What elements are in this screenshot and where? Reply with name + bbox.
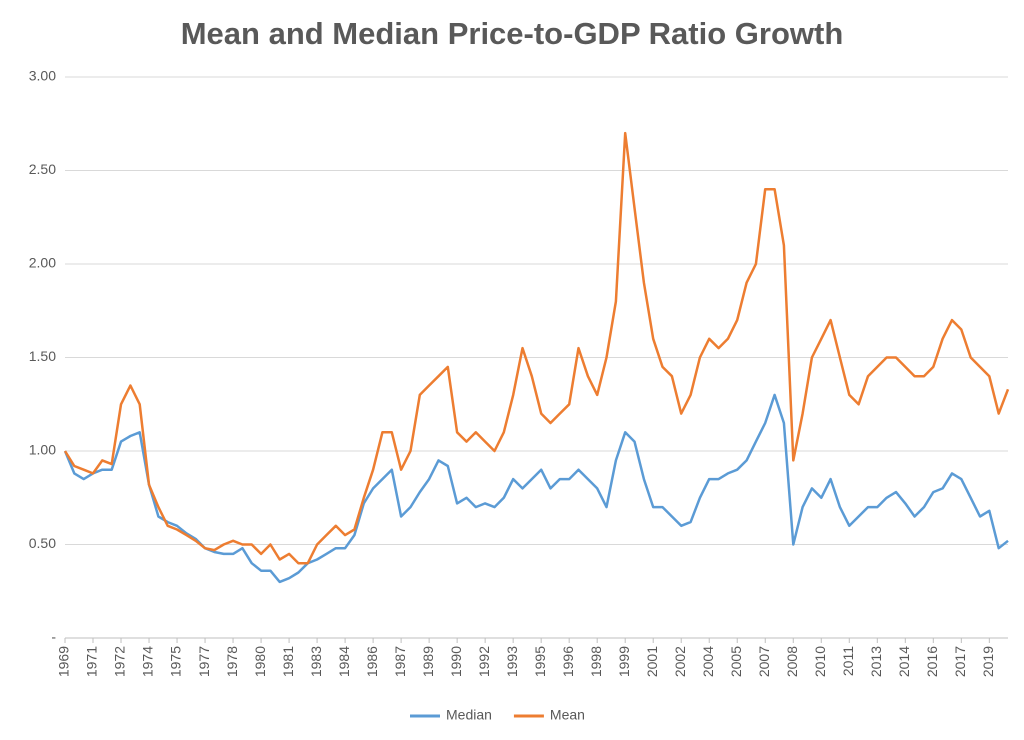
x-tick-label: 1993 bbox=[504, 646, 520, 677]
y-tick-label: - bbox=[51, 629, 56, 645]
x-tick-label: 2019 bbox=[980, 646, 996, 677]
series-line bbox=[63, 131, 1010, 565]
legend-label: Mean bbox=[550, 707, 585, 723]
x-tick-label: 2016 bbox=[924, 646, 940, 677]
x-tick-label: 2014 bbox=[896, 646, 912, 677]
x-tick-label: 1971 bbox=[84, 646, 100, 677]
y-tick-label: 1.50 bbox=[29, 348, 56, 364]
x-tick-label: 1998 bbox=[588, 646, 604, 677]
y-tick-label: 2.00 bbox=[29, 255, 56, 271]
y-tick-label: 2.50 bbox=[29, 161, 56, 177]
x-tick-label: 1996 bbox=[560, 646, 576, 677]
x-tick-label: 1986 bbox=[364, 646, 380, 677]
x-tick-label: 1977 bbox=[196, 646, 212, 677]
x-tick-label: 2008 bbox=[784, 646, 800, 677]
x-tick-label: 2017 bbox=[952, 646, 968, 677]
x-tick-label: 1975 bbox=[168, 646, 184, 677]
y-tick-label: 3.00 bbox=[29, 68, 56, 84]
x-tick-label: 1974 bbox=[140, 646, 156, 677]
legend-label: Median bbox=[446, 707, 492, 723]
x-tick-label: 2002 bbox=[672, 646, 688, 677]
x-tick-label: 2005 bbox=[728, 646, 744, 677]
x-tick-label: 1999 bbox=[616, 646, 632, 677]
y-tick-label: 0.50 bbox=[29, 535, 56, 551]
x-tick-label: 2001 bbox=[644, 646, 660, 677]
x-tick-label: 2007 bbox=[756, 646, 772, 677]
x-tick-label: 2004 bbox=[700, 646, 716, 677]
x-tick-label: 1992 bbox=[476, 646, 492, 677]
x-tick-label: 1990 bbox=[448, 646, 464, 677]
x-tick-label: 1984 bbox=[336, 646, 352, 677]
x-tick-label: 2013 bbox=[868, 646, 884, 677]
x-tick-label: 2010 bbox=[812, 646, 828, 677]
chart-title: Mean and Median Price-to-GDP Ratio Growt… bbox=[181, 16, 844, 51]
y-tick-label: 1.00 bbox=[29, 442, 56, 458]
x-tick-label: 1995 bbox=[532, 646, 548, 677]
x-tick-label: 2011 bbox=[840, 646, 856, 676]
x-tick-label: 1972 bbox=[112, 646, 128, 677]
x-tick-label: 1978 bbox=[224, 646, 240, 677]
x-tick-label: 1989 bbox=[420, 646, 436, 677]
x-tick-label: 1981 bbox=[280, 646, 296, 677]
x-tick-label: 1983 bbox=[308, 646, 324, 677]
x-tick-label: 1980 bbox=[252, 646, 268, 677]
series-line bbox=[63, 393, 1009, 584]
x-tick-label: 1987 bbox=[392, 646, 408, 677]
x-tick-label: 1969 bbox=[56, 646, 72, 677]
